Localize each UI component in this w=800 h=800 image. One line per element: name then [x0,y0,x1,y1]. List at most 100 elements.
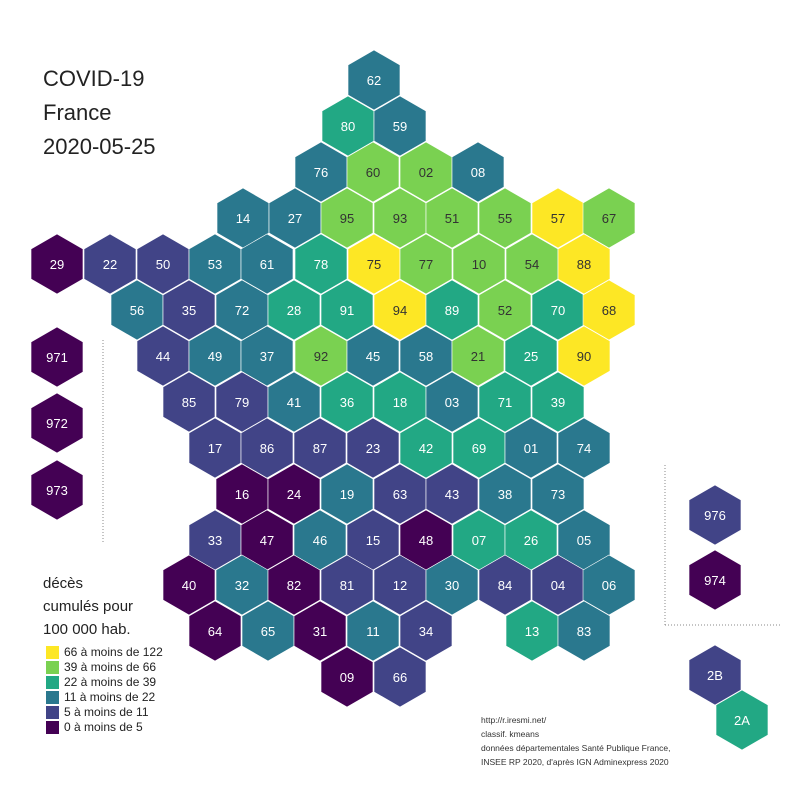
department-code-label: 58 [419,349,433,364]
department-code-label: 16 [235,487,249,502]
department-hex-shape [582,554,636,616]
department-hex: 51 [425,187,479,249]
department-hex-shape [557,233,611,295]
department-hex: 93 [373,187,427,249]
department-hex: 52 [478,279,532,341]
department-hex: 23 [346,417,400,479]
department-hex-shape [294,233,348,295]
department-hex-shape [582,187,636,249]
department-code-label: 92 [314,349,328,364]
department-hex-shape [293,600,347,662]
department-hex: 39 [531,371,585,433]
department-hex: 28 [267,279,321,341]
department-hex: 43 [425,463,479,525]
department-hex-shape [162,554,216,616]
department-hex-shape [320,187,374,249]
department-hex: 54 [505,233,559,295]
department-code-label: 64 [208,624,222,639]
department-code-label: 976 [704,508,726,523]
department-hex: 01 [504,417,558,479]
legend-item: 11 à moins de 22 [46,690,155,704]
legend-swatch [46,675,59,689]
department-hex-shape [451,141,505,203]
department-hex: 46 [293,509,347,571]
department-code-label: 73 [551,487,565,502]
department-code-label: 32 [235,578,249,593]
department-hex-shape [267,554,321,616]
department-hex-shape [451,325,505,387]
department-code-label: 30 [445,578,459,593]
department-code-label: 2B [707,668,723,683]
department-hex: 72 [215,279,269,341]
department-hex-shape [320,279,374,341]
department-hex: 37 [240,325,294,387]
legend-item: 39 à moins de 66 [46,660,156,674]
department-hex: 61 [240,233,294,295]
department-hex-shape [478,279,532,341]
department-hex: 81 [320,554,374,616]
department-hex-shape [347,49,401,111]
legend-swatch [46,720,59,734]
inset-dividers [102,340,780,626]
department-hex: 75 [347,233,401,295]
department-code-label: 74 [577,441,591,456]
department-hex: 03 [425,371,479,433]
department-code-label: 82 [287,578,301,593]
department-hex: 27 [268,187,322,249]
department-hex: 90 [557,325,611,387]
source-data: données départementales Santé Publique F… [481,743,671,753]
department-hex-shape [240,325,294,387]
department-hex-shape [346,141,400,203]
department-hex-shape [320,554,374,616]
department-code-label: 94 [393,303,407,318]
department-code-label: 05 [577,533,591,548]
map-title-date: 2020-05-25 [43,134,156,159]
department-hex: 80 [321,95,375,157]
department-code-label: 88 [577,257,591,272]
department-hex-shape [240,417,294,479]
department-hex: 22 [83,233,137,295]
source-method: classif. kmeans [481,729,540,739]
department-code-label: 27 [288,211,302,226]
department-code-label: 43 [445,487,459,502]
department-code-label: 19 [340,487,354,502]
department-code-label: 974 [704,573,726,588]
department-hex-shape [582,279,636,341]
department-hex-shape [373,646,427,708]
department-code-label: 04 [551,578,565,593]
department-code-label: 10 [472,257,486,272]
legend-item: 0 à moins de 5 [46,720,143,734]
department-hex-shape [240,233,294,295]
department-hex: 15 [346,509,400,571]
department-hex: 65 [241,600,295,662]
legend-swatch [46,705,59,719]
legend-title-line2: cumulés pour [43,598,134,615]
department-hex-shape [478,187,532,249]
department-hex-shape [557,600,611,662]
department-hex: 95 [320,187,374,249]
department-hex-shape [162,279,216,341]
department-hex: 89 [425,279,479,341]
department-hex: 09 [320,646,374,708]
department-hex-shape [504,417,558,479]
department-hex: 972 [30,392,84,454]
department-code-label: 11 [366,624,380,639]
department-hex: 70 [531,279,585,341]
department-hex-shape [478,554,532,616]
department-hex-shape [478,463,532,525]
department-code-label: 93 [393,211,407,226]
department-hex: 12 [373,554,427,616]
department-hex: 77 [399,233,453,295]
department-code-label: 85 [182,395,196,410]
department-hex-shape [425,187,479,249]
department-hex-shape [688,549,742,611]
department-code-label: 22 [103,257,117,272]
department-hex-shape [531,371,585,433]
department-hex: 974 [688,549,742,611]
department-code-label: 971 [46,350,68,365]
department-hex: 26 [504,509,558,571]
department-code-label: 54 [525,257,539,272]
department-code-label: 59 [393,119,407,134]
department-hex: 74 [557,417,611,479]
department-hex: 2A [715,689,769,751]
